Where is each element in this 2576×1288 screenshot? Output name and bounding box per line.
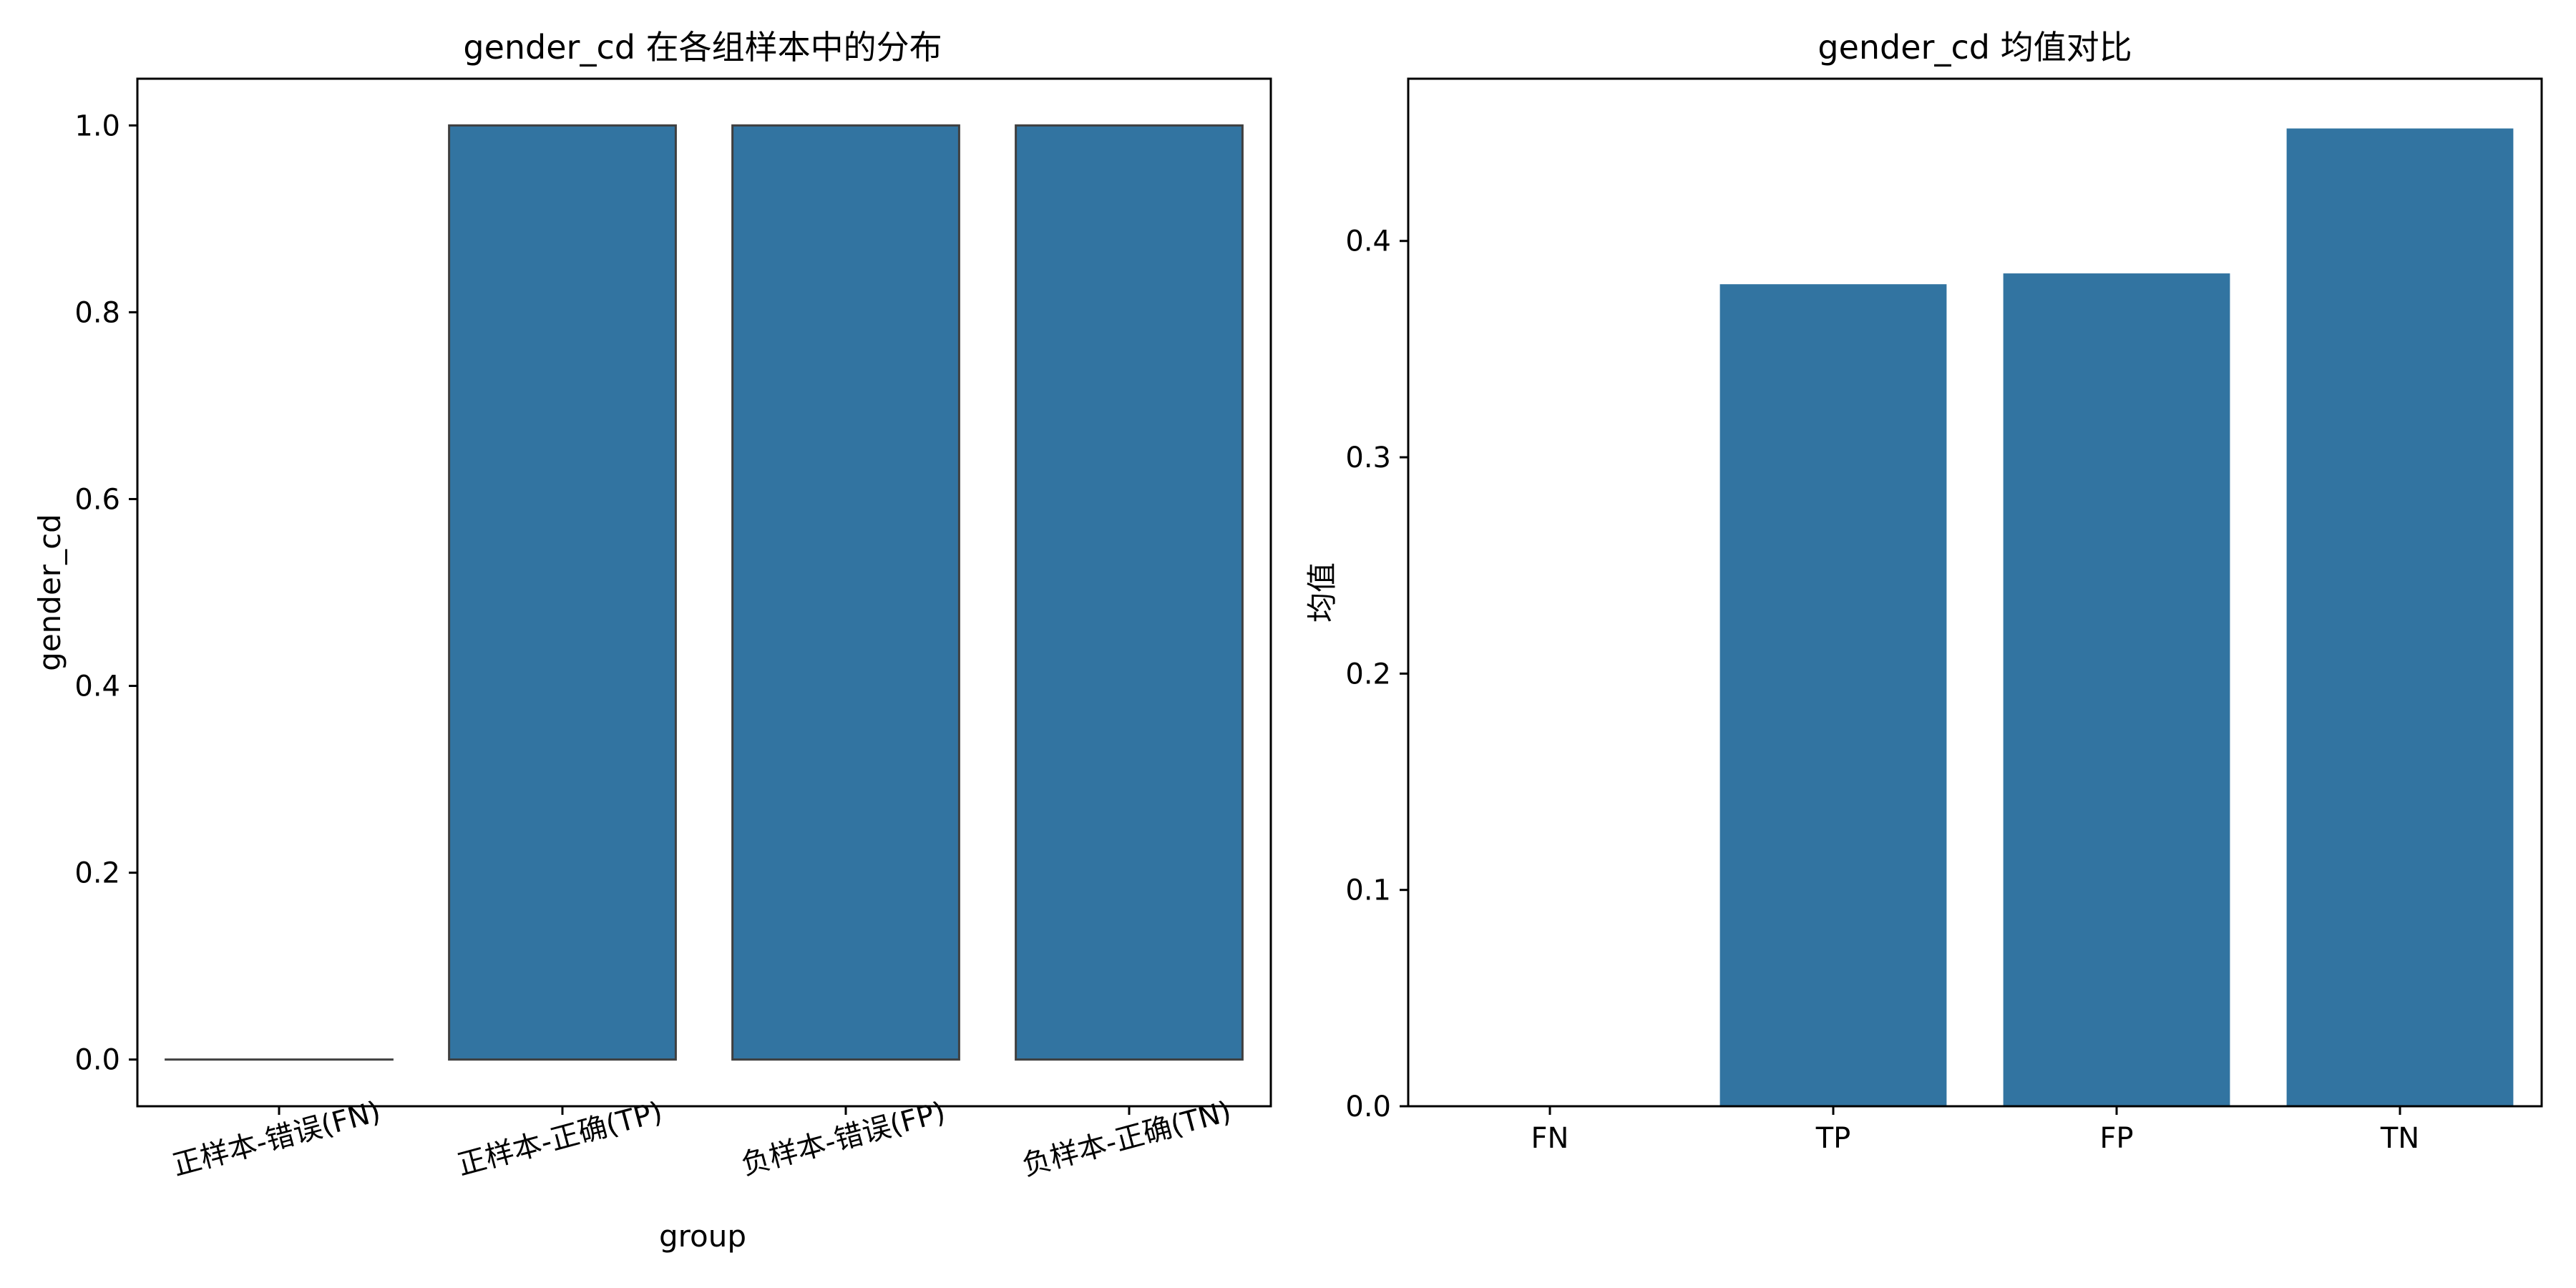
y-tick-label: 0.4 (1345, 225, 1391, 258)
x-tick-label: FN (1531, 1122, 1569, 1155)
bar-3 (2003, 273, 2230, 1106)
x-tick-label: TP (1815, 1122, 1851, 1155)
y-axis-label: 均值 (1304, 562, 1340, 623)
bar-3 (731, 124, 960, 1061)
bar-2 (1719, 284, 1947, 1107)
bar-4 (2286, 128, 2514, 1107)
x-axis-label: group (659, 1219, 746, 1254)
chart-title: gender_cd 在各组样本中的分布 (463, 28, 942, 67)
y-axis-label: gender_cd (32, 514, 67, 671)
y-tick-label: 0.2 (1345, 658, 1391, 691)
y-tick-label: 1.0 (74, 109, 120, 142)
bar-4 (1015, 124, 1244, 1061)
y-tick-label: 0.0 (1345, 1091, 1391, 1123)
bar-2 (448, 124, 677, 1061)
y-tick-label: 0.8 (74, 296, 120, 329)
y-tick-label: 0.1 (1345, 874, 1391, 907)
mean-comparison-chart: gender_cd 均值对比 0.00.10.20.30.4 FN TP FP TN … (1304, 28, 2543, 1155)
plot-frame (136, 77, 1272, 1108)
y-tick-label: 0.2 (74, 857, 120, 890)
x-tick-label: TN (2380, 1122, 2419, 1155)
y-tick-label: 0.0 (74, 1044, 120, 1077)
plot-frame (1407, 77, 2543, 1108)
y-tick-label: 0.3 (1345, 441, 1391, 474)
chart-title: gender_cd 均值对比 (1818, 28, 2132, 67)
y-tick-label: 0.6 (74, 483, 120, 516)
x-tick-label: FP (2099, 1122, 2133, 1155)
y-tick-label: 0.4 (74, 670, 120, 703)
